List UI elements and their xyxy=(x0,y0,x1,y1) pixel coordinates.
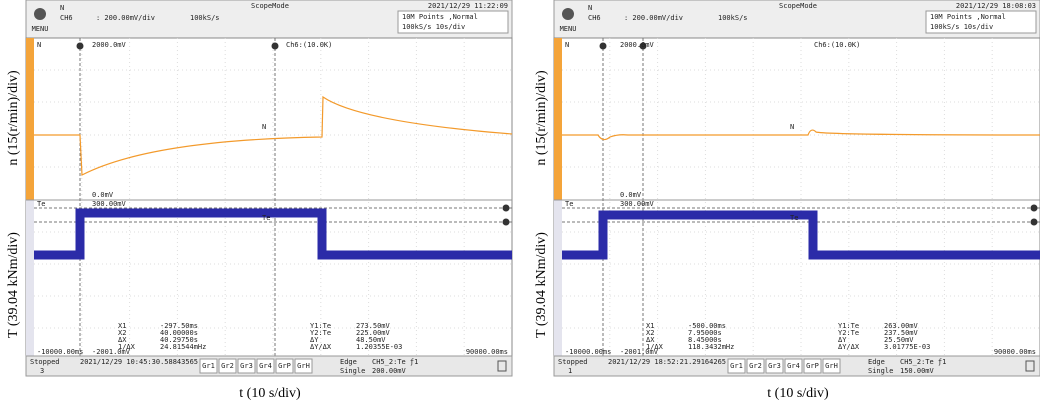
points: 10M Points ,Normal xyxy=(930,13,1006,21)
ch-bar xyxy=(26,200,34,356)
channel: CH6 xyxy=(60,14,73,22)
group-label: Gr2 xyxy=(749,362,762,370)
cursor-value: 3.01775E-03 xyxy=(884,343,930,351)
capture-time: 2021/12/29 18:52:21.29164265 xyxy=(608,358,726,366)
cursor-value: 24.81544mHz xyxy=(160,343,206,351)
trigger-level: 150.00mV xyxy=(900,367,935,375)
cursor-marker xyxy=(272,43,279,50)
time-end: 90000.00ms xyxy=(466,348,508,356)
trigger-mode: Single xyxy=(340,367,365,375)
level-label: 300.00mV xyxy=(92,200,127,208)
x-axis-label: t (10 s/div) xyxy=(239,386,301,401)
group-label: GrH xyxy=(825,362,838,370)
cursor-value: 118.3432mHz xyxy=(688,343,734,351)
y-axis-label: n (15(r/min)/div) xyxy=(6,70,21,166)
trace-label: N xyxy=(790,123,794,131)
timebase: 100kS/s 10s/div xyxy=(930,23,993,31)
cursor-name: 1/ΔX xyxy=(118,343,136,351)
group-label: GrP xyxy=(806,362,819,370)
group-label: GrH xyxy=(297,362,310,370)
v-scale: : 200.00mV/div xyxy=(96,14,155,22)
sample-rate: 100kS/s xyxy=(718,14,748,22)
ch-bar xyxy=(26,38,34,200)
state: Stopped xyxy=(30,358,60,366)
menu-icon[interactable] xyxy=(34,8,46,20)
level-label: 0.0mV xyxy=(92,191,114,199)
trace-label: Te xyxy=(790,214,798,222)
y-axis-label: T (39.04 kNm/div) xyxy=(534,232,549,338)
cursor-name: ΔY/ΔX xyxy=(310,343,332,351)
cursor-marker xyxy=(77,43,84,50)
time-start: -10000.00ms xyxy=(565,348,611,356)
cursor-marker xyxy=(503,205,510,212)
sample-rate: 100kS/s xyxy=(190,14,220,22)
figure: n (15(r/min)/div) T (39.04 kNm/div) t (10 … xyxy=(0,0,1040,405)
trigger-level: 200.00mV xyxy=(372,367,407,375)
y-axis-label: n (15(r/min)/div) xyxy=(534,70,549,166)
group-label: Gr4 xyxy=(259,362,272,370)
trace-label: N xyxy=(262,123,266,131)
group-label: GrP xyxy=(278,362,291,370)
scope-panel: n (15(r/min)/div) T (39.04 kNm/div) t (10 … xyxy=(534,0,1040,401)
count: 3 xyxy=(40,367,44,375)
group-label: Gr3 xyxy=(768,362,781,370)
level-label: 2000.0mV xyxy=(92,41,127,49)
trace-label: Te xyxy=(262,214,270,222)
trigger-source: CH5_2:Te ƒ1 xyxy=(372,358,418,366)
trigger: Edge xyxy=(868,358,885,366)
group-label: Gr1 xyxy=(730,362,743,370)
cursor-marker xyxy=(503,219,510,226)
channel: CH6 xyxy=(588,14,601,22)
capture-time: 2021/12/29 10:45:30.58843565 xyxy=(80,358,198,366)
count: 1 xyxy=(568,367,572,375)
trace-label: N xyxy=(37,41,41,49)
group-label: Gr2 xyxy=(221,362,234,370)
trace-label: Te xyxy=(37,200,45,208)
header-datetime: 2021/12/29 18:08:03 xyxy=(956,2,1036,10)
ch-bar xyxy=(554,200,562,356)
time-end: 90000.00ms xyxy=(994,348,1036,356)
group-label: Gr4 xyxy=(787,362,800,370)
cursor-name: ΔY/ΔX xyxy=(838,343,860,351)
trigger: Edge xyxy=(340,358,357,366)
cursor-tag: Ch6:(10.0K) xyxy=(286,41,332,49)
v-scale: : 200.00mV/div xyxy=(624,14,683,22)
group-label: Gr3 xyxy=(240,362,253,370)
timebase: 100kS/s 10s/div xyxy=(402,23,465,31)
header-datetime: 2021/12/29 11:22:09 xyxy=(428,2,508,10)
menu-label: MENU xyxy=(32,25,49,33)
level-label: 2000.0mV xyxy=(620,41,655,49)
trigger-source: CH5_2:Te ƒ1 xyxy=(900,358,946,366)
ch-bar xyxy=(554,38,562,200)
points: 10M Points ,Normal xyxy=(402,13,478,21)
state: Stopped xyxy=(558,358,588,366)
scope-panel: n (15(r/min)/div) T (39.04 kNm/div) t (10 … xyxy=(6,0,512,401)
group-label: Gr1 xyxy=(202,362,215,370)
level-label: 300.00mV xyxy=(620,200,655,208)
channel-name: N xyxy=(588,4,592,12)
mode: ScopeMode xyxy=(251,2,289,10)
mode: ScopeMode xyxy=(779,2,817,10)
trace-label: Te xyxy=(565,200,573,208)
y-axis-label: T (39.04 kNm/div) xyxy=(6,232,21,338)
cursor-name: 1/ΔX xyxy=(646,343,664,351)
channel-name: N xyxy=(60,4,64,12)
cursor-value: 1.20355E-03 xyxy=(356,343,402,351)
x-axis-label: t (10 s/div) xyxy=(767,386,829,401)
menu-icon[interactable] xyxy=(562,8,574,20)
trace-label: N xyxy=(565,41,569,49)
cursor-marker xyxy=(1031,205,1038,212)
time-start: -10000.00ms xyxy=(37,348,83,356)
cursor-marker xyxy=(1031,219,1038,226)
level-label: 0.0mV xyxy=(620,191,642,199)
cursor-tag: Ch6:(10.0K) xyxy=(814,41,860,49)
trigger-mode: Single xyxy=(868,367,893,375)
menu-label: MENU xyxy=(560,25,577,33)
cursor-marker xyxy=(600,43,607,50)
